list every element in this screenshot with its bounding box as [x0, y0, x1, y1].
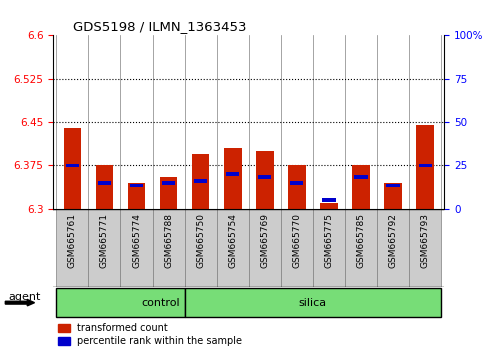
Text: GDS5198 / ILMN_1363453: GDS5198 / ILMN_1363453: [73, 20, 246, 33]
Bar: [217, 209, 249, 287]
Text: control: control: [141, 298, 180, 308]
Bar: [288, 166, 306, 209]
Bar: [320, 203, 338, 209]
Bar: [57, 209, 88, 287]
Bar: [226, 172, 239, 176]
Text: GSM665793: GSM665793: [421, 213, 429, 268]
Bar: [345, 209, 377, 287]
Legend: transformed count, percentile rank within the sample: transformed count, percentile rank withi…: [58, 324, 242, 346]
Bar: [185, 209, 217, 287]
Bar: [64, 128, 81, 209]
Bar: [98, 181, 111, 184]
Bar: [416, 125, 434, 209]
Text: agent: agent: [8, 292, 41, 302]
Bar: [153, 209, 185, 287]
Text: GSM665788: GSM665788: [164, 213, 173, 268]
Bar: [355, 175, 368, 179]
Bar: [256, 151, 273, 209]
Bar: [313, 209, 345, 287]
Bar: [120, 209, 153, 287]
Text: GSM665775: GSM665775: [325, 213, 333, 268]
Text: GSM665761: GSM665761: [68, 213, 77, 268]
Bar: [386, 184, 399, 188]
Text: GSM665769: GSM665769: [260, 213, 270, 268]
Text: GSM665792: GSM665792: [388, 213, 398, 268]
Text: GSM665771: GSM665771: [100, 213, 109, 268]
Bar: [185, 288, 441, 317]
Text: GSM665754: GSM665754: [228, 213, 237, 268]
Bar: [384, 183, 402, 209]
Bar: [194, 179, 207, 183]
Bar: [66, 164, 79, 167]
Text: GSM665774: GSM665774: [132, 213, 141, 268]
Bar: [224, 148, 242, 209]
Text: GSM665770: GSM665770: [292, 213, 301, 268]
Bar: [160, 177, 177, 209]
Text: GSM665750: GSM665750: [196, 213, 205, 268]
Text: silica: silica: [299, 298, 327, 308]
Bar: [409, 209, 441, 287]
Bar: [57, 288, 185, 317]
Bar: [281, 209, 313, 287]
Bar: [88, 209, 120, 287]
Bar: [249, 209, 281, 287]
Bar: [322, 199, 336, 202]
Bar: [258, 175, 271, 179]
Bar: [192, 154, 210, 209]
Text: GSM665785: GSM665785: [356, 213, 366, 268]
Bar: [352, 166, 370, 209]
Bar: [96, 166, 113, 209]
Bar: [130, 184, 143, 188]
Bar: [290, 181, 303, 184]
Bar: [418, 164, 432, 167]
Bar: [162, 181, 175, 184]
Bar: [128, 183, 145, 209]
Bar: [377, 209, 409, 287]
